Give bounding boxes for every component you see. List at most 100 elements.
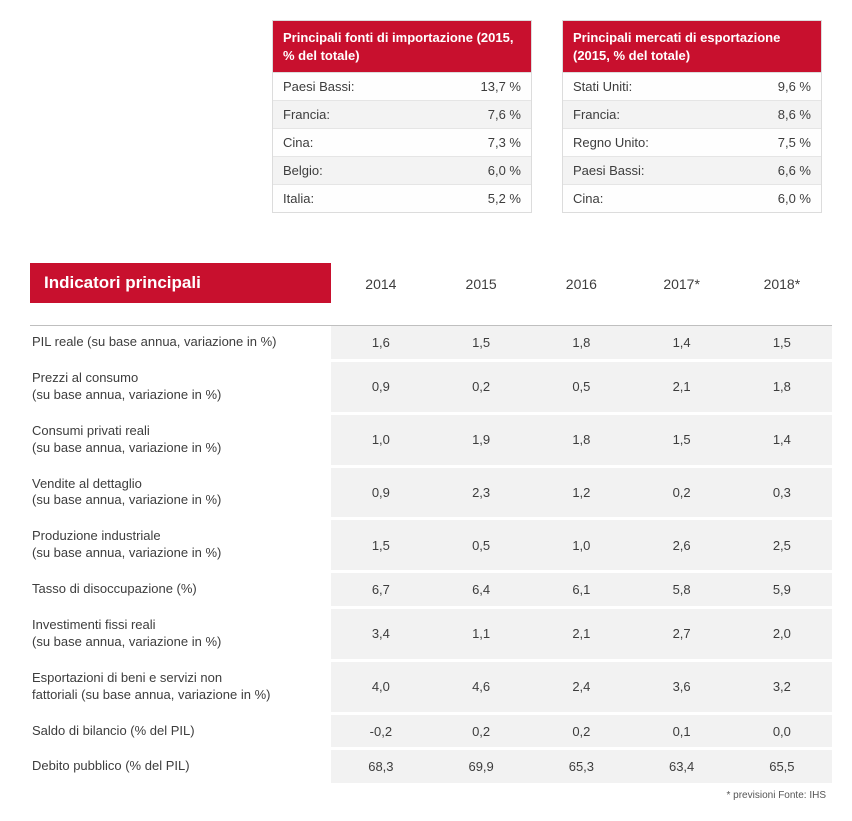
indicator-value: 3,4 bbox=[331, 608, 431, 661]
exports-label: Stati Uniti: bbox=[573, 79, 632, 94]
indicator-label: PIL reale (su base annua, variazione in … bbox=[30, 326, 331, 361]
indicator-value: 65,5 bbox=[732, 749, 832, 785]
indicator-value: 0,1 bbox=[632, 713, 732, 749]
indicator-value: 2,1 bbox=[531, 608, 631, 661]
imports-label: Francia: bbox=[283, 107, 330, 122]
indicator-row: Prezzi al consumo(su base annua, variazi… bbox=[30, 360, 832, 413]
indicator-value: 4,6 bbox=[431, 660, 531, 713]
indicator-value: 2,3 bbox=[431, 466, 531, 519]
year-col-1: 2015 bbox=[431, 263, 531, 303]
exports-value: 8,6 % bbox=[778, 107, 811, 122]
indicator-value: 0,5 bbox=[531, 360, 631, 413]
indicator-label: Esportazioni di beni e servizi nonfattor… bbox=[30, 660, 331, 713]
exports-body: Stati Uniti: 9,6 % Francia: 8,6 % Regno Unit… bbox=[563, 73, 821, 212]
indicator-value: 2,0 bbox=[732, 608, 832, 661]
imports-body: Paesi Bassi:13,7 % Francia: 7,6 % Cina: 7,3 … bbox=[273, 73, 531, 212]
indicator-row: Vendite al dettaglio(su base annua, vari… bbox=[30, 466, 832, 519]
indicators-footnote: * previsioni Fonte: IHS bbox=[30, 790, 832, 801]
exports-table: Principali mercati di espor­tazione (201… bbox=[562, 20, 822, 213]
indicators-header-label: Indicatori principali bbox=[30, 263, 331, 303]
indicators-header-row: Indicatori principali 2014 2015 2016 201… bbox=[30, 263, 832, 303]
year-col-2: 2016 bbox=[531, 263, 631, 303]
indicator-value: 6,7 bbox=[331, 572, 431, 608]
indicator-value: 1,6 bbox=[331, 326, 431, 361]
imports-row: Paesi Bassi:13,7 % bbox=[273, 73, 531, 100]
indicator-value: 2,7 bbox=[632, 608, 732, 661]
imports-table: Principali fonti di importa­zione (2015,… bbox=[272, 20, 532, 213]
indicator-value: 1,4 bbox=[632, 326, 732, 361]
imports-label: Belgio: bbox=[283, 163, 323, 178]
imports-value: 5,2 % bbox=[488, 191, 521, 206]
indicator-row: Investimenti fissi reali(su base annua, … bbox=[30, 608, 832, 661]
top-tables: Principali fonti di importa­zione (2015,… bbox=[30, 20, 832, 213]
indicator-value: 69,9 bbox=[431, 749, 531, 785]
imports-value: 7,6 % bbox=[488, 107, 521, 122]
indicator-value: 6,1 bbox=[531, 572, 631, 608]
indicator-value: 0,3 bbox=[732, 466, 832, 519]
indicator-value: 0,9 bbox=[331, 466, 431, 519]
indicator-label: Vendite al dettaglio(su base annua, vari… bbox=[30, 466, 331, 519]
imports-value: 6,0 % bbox=[488, 163, 521, 178]
exports-row: Cina: 6,0 % bbox=[563, 184, 821, 212]
imports-title: Principali fonti di importa­zione (2015,… bbox=[273, 21, 531, 73]
indicator-value: 63,4 bbox=[632, 749, 732, 785]
exports-value: 9,6 % bbox=[778, 79, 811, 94]
indicator-label: Tasso di disoccupazione (%) bbox=[30, 572, 331, 608]
indicator-value: 65,3 bbox=[531, 749, 631, 785]
indicator-value: 1,8 bbox=[531, 413, 631, 466]
indicator-value: 1,9 bbox=[431, 413, 531, 466]
indicator-value: 1,8 bbox=[732, 360, 832, 413]
indicator-value: 0,9 bbox=[331, 360, 431, 413]
indicator-value: 2,6 bbox=[632, 519, 732, 572]
indicators-table: Indicatori principali 2014 2015 2016 201… bbox=[30, 263, 832, 786]
exports-row: Francia: 8,6 % bbox=[563, 100, 821, 128]
indicator-value: 1,5 bbox=[331, 519, 431, 572]
indicator-value: 1,2 bbox=[531, 466, 631, 519]
indicator-label: Prezzi al consumo(su base annua, variazi… bbox=[30, 360, 331, 413]
indicator-value: 5,8 bbox=[632, 572, 732, 608]
exports-label: Paesi Bassi: bbox=[573, 163, 645, 178]
exports-value: 7,5 % bbox=[778, 135, 811, 150]
indicator-value: 2,4 bbox=[531, 660, 631, 713]
indicator-row: Consumi privati reali(su base annua, var… bbox=[30, 413, 832, 466]
indicator-value: 1,0 bbox=[331, 413, 431, 466]
exports-label: Francia: bbox=[573, 107, 620, 122]
indicator-value: 5,9 bbox=[732, 572, 832, 608]
exports-value: 6,6 % bbox=[778, 163, 811, 178]
indicator-value: 2,1 bbox=[632, 360, 732, 413]
indicator-value: 0,0 bbox=[732, 713, 832, 749]
indicator-value: 68,3 bbox=[331, 749, 431, 785]
indicator-label: Produzione industriale(su base annua, va… bbox=[30, 519, 331, 572]
indicator-value: 0,2 bbox=[431, 360, 531, 413]
imports-row: Cina: 7,3 % bbox=[273, 128, 531, 156]
header-underline bbox=[30, 303, 832, 326]
imports-label: Cina: bbox=[283, 135, 313, 150]
indicator-value: 1,1 bbox=[431, 608, 531, 661]
indicator-value: 1,5 bbox=[632, 413, 732, 466]
indicator-label: Consumi privati reali(su base annua, var… bbox=[30, 413, 331, 466]
indicator-value: 0,2 bbox=[431, 713, 531, 749]
indicator-value: -0,2 bbox=[331, 713, 431, 749]
imports-value: 7,3 % bbox=[488, 135, 521, 150]
indicator-value: 3,6 bbox=[632, 660, 732, 713]
year-col-4: 2018* bbox=[732, 263, 832, 303]
indicator-label: Debito pubblico (% del PIL) bbox=[30, 749, 331, 785]
exports-label: Cina: bbox=[573, 191, 603, 206]
imports-label: Paesi Bassi: bbox=[283, 79, 355, 94]
indicator-value: 2,5 bbox=[732, 519, 832, 572]
indicator-value: 0,5 bbox=[431, 519, 531, 572]
exports-value: 6,0 % bbox=[778, 191, 811, 206]
indicator-label: Saldo di bilancio (% del PIL) bbox=[30, 713, 331, 749]
imports-row: Belgio: 6,0 % bbox=[273, 156, 531, 184]
imports-row: Italia:5,2 % bbox=[273, 184, 531, 212]
exports-row: Regno Unito:7,5 % bbox=[563, 128, 821, 156]
indicator-row: Saldo di bilancio (% del PIL)-0,20,20,20… bbox=[30, 713, 832, 749]
indicator-value: 1,4 bbox=[732, 413, 832, 466]
indicator-value: 3,2 bbox=[732, 660, 832, 713]
year-col-3: 2017* bbox=[632, 263, 732, 303]
imports-row: Francia: 7,6 % bbox=[273, 100, 531, 128]
exports-row: Paesi Bassi: 6,6 % bbox=[563, 156, 821, 184]
indicator-row: Tasso di disoccupazione (%)6,76,46,15,85… bbox=[30, 572, 832, 608]
year-col-0: 2014 bbox=[331, 263, 431, 303]
indicator-row: PIL reale (su base annua, variazione in … bbox=[30, 326, 832, 361]
